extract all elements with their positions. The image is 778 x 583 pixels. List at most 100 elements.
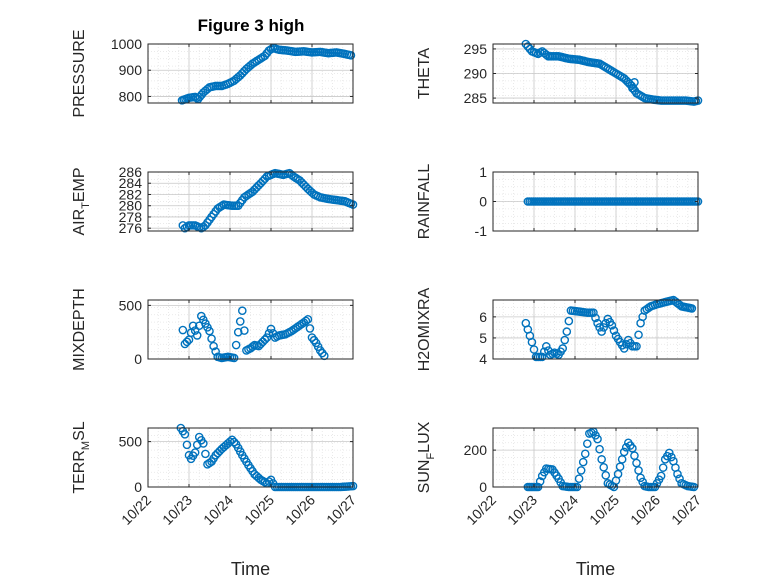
y-axis-label: PRESSURE (71, 29, 88, 117)
data-point (264, 328, 274, 338)
data-point (656, 471, 666, 481)
y-tick-label: 800 (119, 88, 143, 104)
x-tick-label: 10/26 (627, 492, 663, 528)
y-tick-label: 900 (119, 62, 143, 78)
data-point (601, 471, 611, 480)
y-tick-label: 0 (134, 479, 142, 495)
x-tick-label: 10/25 (241, 492, 277, 528)
data-point (560, 335, 570, 345)
data-point (665, 448, 674, 458)
data-point (634, 330, 643, 340)
y-axis-label: RAINFALL (416, 164, 433, 240)
data-point (237, 306, 247, 316)
subplot-theta: 285 290 295 THETA (416, 39, 703, 106)
y-axis-label: TERRMSL (71, 421, 92, 493)
data-point (190, 448, 200, 457)
data-point (303, 315, 313, 324)
data-point (264, 477, 274, 486)
y-tick-label: 1000 (111, 36, 142, 52)
data-point (260, 335, 270, 344)
data-point (589, 308, 598, 317)
data-point (621, 443, 631, 452)
y-tick-label: 276 (119, 220, 143, 236)
axes-box (492, 427, 699, 488)
data-point (542, 342, 551, 351)
data-point (619, 447, 629, 457)
y-label-subscript: T (80, 202, 92, 209)
data-point (675, 474, 684, 484)
axes-box (147, 171, 354, 232)
data-point (583, 439, 592, 448)
axes-box (147, 299, 354, 360)
y-tick-label: 4 (479, 351, 487, 367)
data-point (178, 325, 188, 335)
data-point (229, 437, 239, 447)
data-point (240, 326, 249, 335)
data-point (262, 333, 272, 342)
data-point (305, 324, 315, 333)
data-point (217, 201, 227, 211)
data-point (599, 463, 609, 472)
data-point (687, 304, 697, 313)
data-point (595, 444, 604, 454)
subplot-sun-flux: 0 200 10/22 10/23 10/24 10/25 10/26 10/27 SUNFLU… (416, 421, 704, 579)
x-tick-label: 10/23 (504, 492, 540, 528)
data-point (537, 352, 547, 362)
x-axis-label: Time (576, 559, 615, 579)
subplot-rainfall: -1 0 1 RAINFALL (416, 164, 703, 240)
y-label-main: THETA (416, 48, 433, 100)
y-tick-label: 5 (479, 330, 487, 346)
x-tick-label: 10/24 (200, 492, 236, 528)
y-tick-label: 286 (119, 164, 143, 180)
y-label-rest: EMP (71, 167, 88, 202)
y-label-main: TERR (71, 450, 88, 494)
y-tick-label: -1 (475, 223, 488, 239)
y-axis-label: SUNFLUX (416, 421, 437, 493)
y-tick-label: 282 (119, 186, 143, 202)
x-tick-label: 10/22 (118, 492, 154, 528)
data-point (346, 50, 356, 60)
y-tick-label: 290 (464, 66, 488, 82)
data-point (231, 340, 241, 350)
data-point (523, 42, 533, 51)
data-point (192, 331, 202, 340)
subplot-mixdepth: 0 500 MIXDEPTH (71, 288, 354, 371)
data-point (580, 449, 590, 459)
data-point (595, 323, 604, 332)
data-point (535, 477, 545, 486)
data-point (607, 320, 617, 330)
y-label-main: AIR (71, 209, 88, 236)
axes-box (147, 43, 354, 104)
data-point (632, 342, 641, 351)
data-point (301, 316, 311, 326)
y-tick-label: 284 (119, 175, 143, 191)
x-axis-label: Time (231, 559, 270, 579)
data-point (576, 466, 586, 475)
axes-box (492, 299, 699, 360)
y-label-main: RAINFALL (416, 164, 433, 240)
y-axis-label: THETA (416, 48, 433, 100)
y-axis-label: MIXDEPTH (71, 288, 88, 371)
data-point (207, 334, 216, 343)
figure-title: Figure 3 high (198, 16, 305, 35)
data-point (199, 439, 208, 448)
data-point (233, 327, 243, 337)
data-point (593, 434, 602, 444)
y-tick-label: 500 (119, 297, 143, 313)
y-label-rest: LUX (416, 421, 433, 452)
x-tick-label: 10/23 (159, 492, 195, 528)
data-point (636, 473, 645, 483)
data-point (667, 452, 676, 462)
data-point (619, 344, 629, 353)
data-point (574, 474, 584, 484)
data-point (593, 318, 602, 328)
y-tick-label: 280 (119, 198, 143, 214)
y-label-main: MIXDEPTH (71, 288, 88, 371)
y-tick-label: 285 (464, 90, 488, 106)
data-point (209, 341, 218, 351)
data-point (591, 313, 600, 323)
data-point (630, 78, 639, 87)
subplot-h2omixra: 4 5 6 H2OMIXRA (416, 287, 699, 371)
y-axis-label: H2OMIXRA (416, 287, 433, 371)
